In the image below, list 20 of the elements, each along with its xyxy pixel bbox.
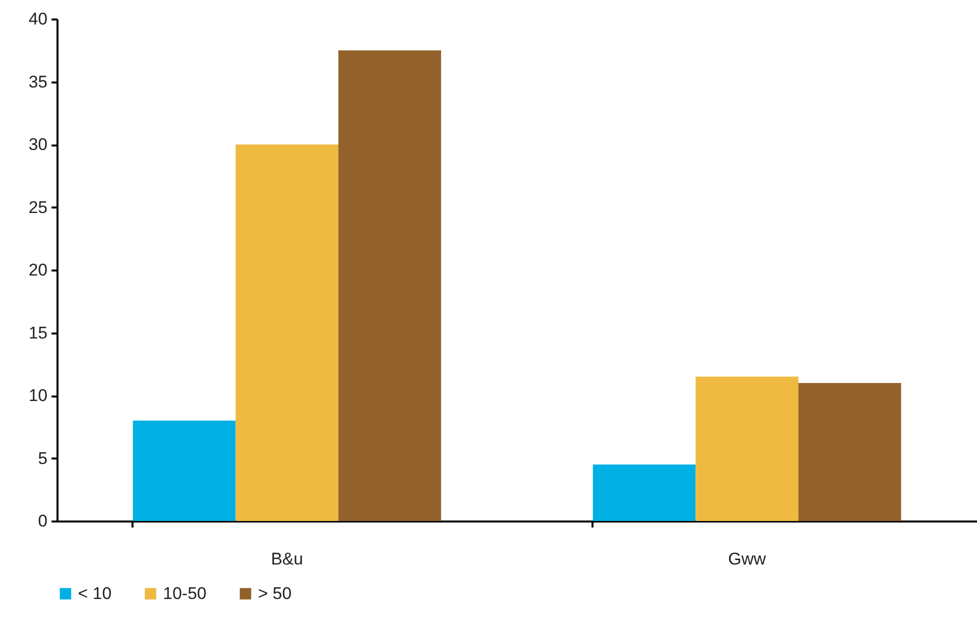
y-tick-label: 30 bbox=[28, 135, 48, 154]
y-tick-label: 25 bbox=[28, 198, 48, 217]
bar bbox=[338, 50, 442, 521]
legend-label: < 10 bbox=[78, 584, 112, 603]
y-tick-label: 20 bbox=[28, 260, 48, 280]
y-tick-label: 35 bbox=[28, 72, 48, 92]
x-tick-label: Gww bbox=[728, 550, 767, 568]
bar bbox=[132, 420, 236, 521]
y-tick-label: 40 bbox=[28, 10, 48, 28]
legend-label: 10-50 bbox=[163, 584, 206, 603]
legend-label: > 50 bbox=[258, 584, 292, 603]
y-tick-label: 15 bbox=[28, 323, 48, 342]
bar bbox=[236, 144, 338, 521]
y-tick-label: 0 bbox=[38, 512, 48, 530]
bar bbox=[696, 376, 798, 521]
y-tick-label: 10 bbox=[28, 386, 48, 405]
bar bbox=[592, 464, 696, 521]
bar bbox=[798, 382, 902, 521]
y-tick-label: 5 bbox=[38, 448, 48, 468]
x-tick-label: B&u bbox=[270, 550, 304, 568]
